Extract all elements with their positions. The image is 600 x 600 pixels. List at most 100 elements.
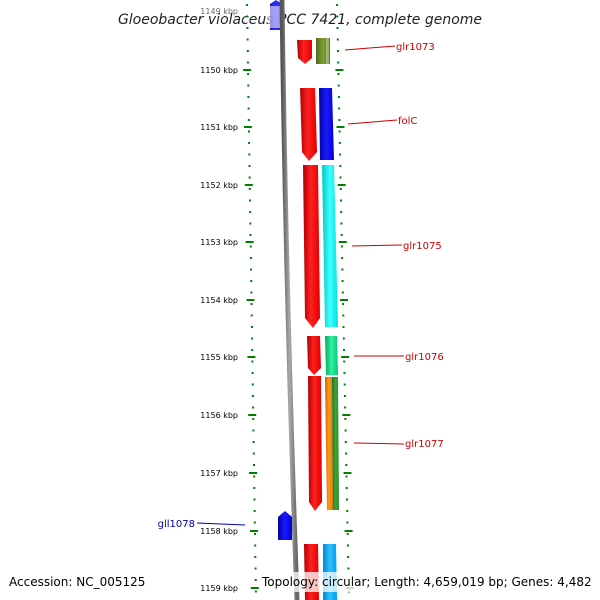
- scale-dot-left: [249, 222, 252, 225]
- gene-label-glr1075[interactable]: glr1075: [403, 241, 442, 252]
- scale-dot-right: [340, 245, 343, 248]
- scale-dot-right: [346, 533, 349, 535]
- label-line-glr1073: [344, 45, 396, 51]
- scale-dot-right: [343, 349, 345, 351]
- scale-dot-left: [250, 268, 252, 271]
- scale-dot-left: [250, 280, 253, 282]
- scale-dot-left: [251, 395, 254, 397]
- scale-dot-right: [341, 257, 344, 259]
- scale-label-1152: 1152 kbp: [200, 181, 238, 190]
- scale-dot-right: [344, 429, 347, 432]
- gene-label-gll1078[interactable]: gll1078: [158, 519, 195, 530]
- scale-dot-left: [250, 326, 253, 328]
- scale-dot-left: [246, 38, 249, 41]
- scale-tick-right: [336, 126, 345, 128]
- scale-label-1155: 1155 kbp: [200, 353, 238, 362]
- scale-tick-right: [343, 472, 352, 474]
- scale-dot-left: [248, 142, 251, 144]
- scale-dot-right: [339, 153, 342, 156]
- gene-arrow-folC[interactable]: [300, 88, 317, 161]
- scale-label-1154: 1154 kbp: [200, 296, 238, 305]
- scale-dot-right: [339, 188, 342, 190]
- scale-dot-left: [248, 153, 251, 156]
- scale-dot-left: [247, 96, 250, 98]
- scale-dot-left: [254, 579, 257, 581]
- gene-label-folC[interactable]: folC: [398, 116, 417, 127]
- cog-box-glr1076[interactable]: [325, 336, 338, 375]
- scale-tick-left: [244, 184, 253, 186]
- scale-dot-right: [341, 280, 344, 282]
- scale-dot-left: [249, 199, 251, 202]
- scale-labels: 1150 kbp 1151 kbp 1152 kbp 1153 kbp 1154…: [200, 66, 238, 593]
- scale-label-1159: 1159 kbp: [200, 584, 238, 593]
- scale-dot-left: [246, 4, 249, 6]
- scale-tick-left: [243, 126, 252, 128]
- scale-dot-left: [253, 521, 256, 524]
- gene-label-glr1076[interactable]: glr1076: [405, 352, 444, 363]
- scale-dot-left: [254, 590, 257, 593]
- scale-dot-left: [252, 406, 255, 409]
- cog-box-folC[interactable]: [319, 88, 334, 160]
- scale-dot-right: [343, 395, 346, 397]
- scale-dot-left: [252, 429, 255, 432]
- scale-dot-left: [253, 464, 255, 466]
- scale-dot-left: [251, 337, 254, 340]
- scale-dot-left: [248, 130, 250, 133]
- scale-dot-right: [345, 487, 348, 489]
- scale-dot-right: [344, 406, 347, 409]
- gene-arrow-glr1073[interactable]: [297, 40, 312, 64]
- cog-box-glr1073-edge: [326, 38, 329, 64]
- scale-dot-left: [251, 349, 254, 351]
- scale-tick-left: [247, 356, 256, 358]
- gene-arrow-glr1076[interactable]: [307, 336, 321, 375]
- footer-accession: Accession: NC_005125: [9, 575, 145, 589]
- cog-box-glr1073[interactable]: [316, 38, 330, 64]
- scale-dot-right: [337, 73, 340, 75]
- label-line-folC: [347, 119, 398, 125]
- scale-dot-right: [345, 464, 348, 466]
- scale-dot-left: [254, 533, 256, 535]
- footer-topology: Topology: circular; Length: 4,659,019 bp…: [261, 575, 592, 589]
- scale-dot-right: [339, 176, 342, 179]
- scale-dot-left: [246, 50, 249, 52]
- scale-dot-right: [345, 475, 348, 478]
- scale-dot-left: [248, 188, 251, 190]
- scale-tick-right: [344, 530, 353, 532]
- scale-tick-left: [245, 241, 254, 243]
- scale-dot-right: [346, 510, 349, 512]
- gene-arrow-glr1075[interactable]: [303, 165, 320, 328]
- scale-dot-right: [341, 268, 344, 271]
- scale-dot-left: [254, 567, 257, 570]
- gene-arrow-glr1077[interactable]: [308, 376, 322, 511]
- cog-box-glr1075[interactable]: [322, 165, 338, 327]
- cog-box-glr1077-b[interactable]: [332, 377, 339, 510]
- scale-dot-right: [337, 84, 340, 87]
- scale-dot-right: [343, 383, 346, 386]
- scale-dot-right: [342, 337, 345, 340]
- scale-dot-right: [337, 50, 339, 52]
- scale-tick-left: [246, 299, 255, 301]
- scale-dot-right: [340, 234, 343, 236]
- gene-arrow-gll1078[interactable]: [278, 511, 292, 540]
- scale-dot-left: [252, 441, 255, 443]
- scale-dot-left: [247, 119, 250, 121]
- label-line-gll1078: [196, 522, 246, 526]
- footer-topology-bg: [260, 572, 600, 592]
- scale-tick-left: [248, 414, 257, 416]
- scale-dot-left: [252, 452, 255, 455]
- scale-label-1151: 1151 kbp: [200, 123, 238, 132]
- scale-dot-right: [338, 142, 341, 144]
- scale-dot-left: [253, 487, 256, 489]
- gene-label-glr1073[interactable]: glr1073: [396, 42, 435, 53]
- scale-dot-left: [251, 360, 254, 363]
- gene-label-glr1077[interactable]: glr1077: [405, 439, 444, 450]
- scale-dot-left: [246, 61, 249, 64]
- scale-dot-left: [247, 73, 250, 75]
- scale-dot-right: [342, 314, 345, 317]
- scale-dot-left: [247, 84, 250, 87]
- scale-dot-right: [346, 544, 349, 547]
- scale-label-1153: 1153 kbp: [200, 238, 238, 247]
- cog-box-glr1077-a[interactable]: [325, 377, 333, 510]
- scale-label-1150: 1150 kbp: [200, 66, 238, 75]
